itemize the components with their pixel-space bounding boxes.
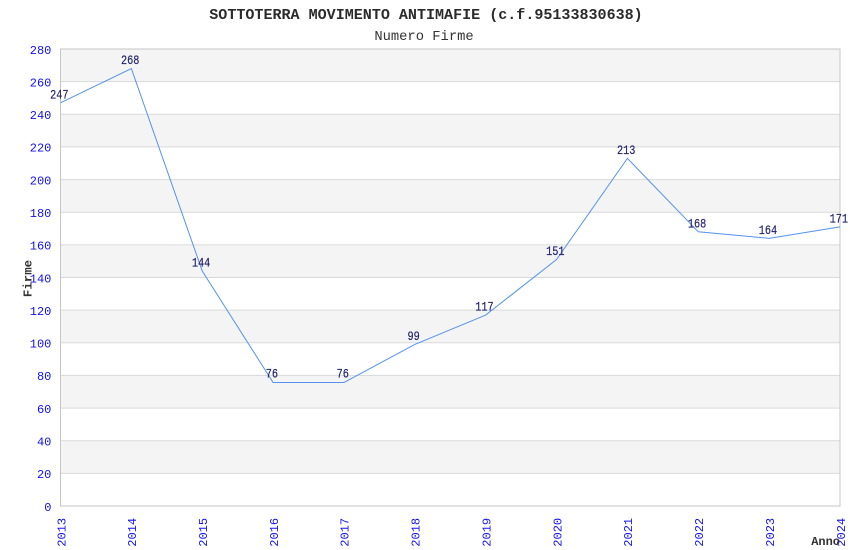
svg-text:168: 168 (688, 216, 706, 231)
svg-text:213: 213 (617, 143, 635, 158)
svg-text:164: 164 (759, 223, 778, 238)
svg-text:260: 260 (30, 76, 52, 90)
svg-text:2017: 2017 (339, 518, 353, 547)
svg-text:200: 200 (30, 174, 52, 188)
svg-text:Firme: Firme (21, 260, 35, 297)
svg-text:0: 0 (44, 501, 51, 515)
svg-text:280: 280 (30, 44, 52, 58)
svg-text:60: 60 (37, 403, 51, 417)
svg-text:2018: 2018 (410, 518, 424, 547)
svg-text:2019: 2019 (480, 518, 494, 547)
svg-text:100: 100 (30, 338, 52, 352)
svg-text:20: 20 (37, 468, 51, 482)
svg-text:Numero Firme: Numero Firme (374, 29, 473, 45)
svg-text:SOTTOTERRA MOVIMENTO ANTIMAFIE: SOTTOTERRA MOVIMENTO ANTIMAFIE (c.f.9513… (209, 6, 642, 24)
svg-text:117: 117 (475, 300, 493, 315)
svg-text:247: 247 (50, 87, 68, 102)
svg-text:120: 120 (30, 305, 52, 319)
svg-text:2022: 2022 (693, 518, 707, 547)
svg-text:2024: 2024 (835, 518, 849, 547)
svg-text:2023: 2023 (764, 518, 778, 547)
svg-text:144: 144 (192, 255, 211, 270)
svg-text:160: 160 (30, 240, 52, 254)
svg-text:80: 80 (37, 370, 51, 384)
svg-text:2016: 2016 (268, 518, 282, 547)
svg-text:2013: 2013 (55, 518, 69, 547)
svg-text:2014: 2014 (126, 518, 140, 547)
svg-text:40: 40 (37, 436, 51, 450)
svg-text:Anno: Anno (811, 535, 840, 549)
svg-text:2021: 2021 (622, 518, 636, 547)
svg-text:268: 268 (121, 53, 139, 68)
svg-text:180: 180 (30, 207, 52, 221)
svg-text:220: 220 (30, 142, 52, 156)
svg-text:151: 151 (546, 244, 565, 259)
svg-text:2020: 2020 (551, 518, 565, 547)
svg-text:171: 171 (830, 211, 849, 226)
svg-text:99: 99 (407, 329, 419, 344)
svg-text:2015: 2015 (197, 518, 211, 547)
svg-text:76: 76 (266, 366, 278, 381)
svg-text:76: 76 (337, 366, 349, 381)
svg-text:240: 240 (30, 109, 52, 123)
svg-text:140: 140 (30, 272, 52, 286)
